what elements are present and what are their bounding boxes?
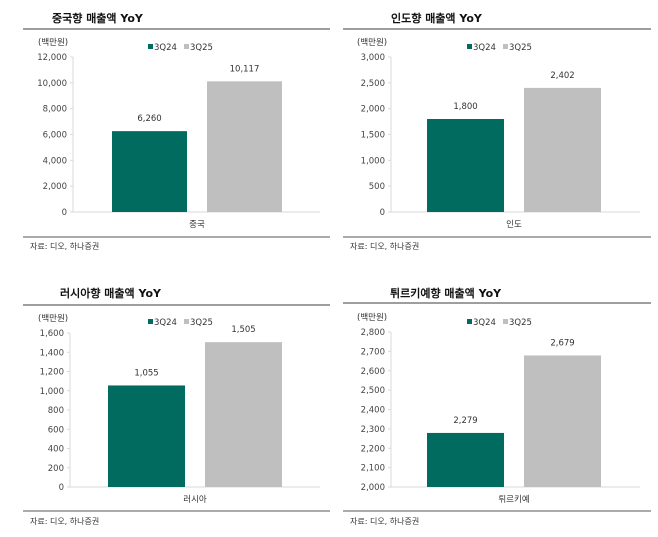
legend-label: 3Q25 bbox=[509, 318, 532, 328]
bar-3Q24 bbox=[112, 131, 187, 212]
unit-label: (백만원) bbox=[357, 312, 387, 323]
y-tick-label: 2,400 bbox=[361, 406, 385, 416]
bar-3Q25 bbox=[207, 81, 282, 212]
legend-swatch bbox=[184, 319, 189, 324]
y-tick-label: 600 bbox=[48, 425, 64, 435]
source-note: 자료: 디오, 하나증권 bbox=[350, 241, 419, 251]
source-note: 자료: 디오, 하나증권 bbox=[30, 241, 99, 251]
data-label: 2,679 bbox=[550, 338, 574, 348]
legend-label: 3Q24 bbox=[473, 318, 496, 328]
unit-label: (백만원) bbox=[38, 313, 68, 324]
legend-swatch bbox=[467, 44, 472, 49]
y-tick-label: 6,000 bbox=[43, 131, 67, 141]
legend-label: 3Q25 bbox=[509, 43, 532, 53]
y-tick-label: 2,700 bbox=[361, 347, 385, 357]
legend-label: 3Q24 bbox=[473, 43, 496, 53]
category-label: 인도 bbox=[506, 219, 522, 230]
data-label: 1,800 bbox=[453, 102, 477, 112]
y-tick-label: 4,000 bbox=[43, 156, 67, 166]
data-label: 1,505 bbox=[231, 325, 255, 335]
bar-3Q25 bbox=[205, 342, 282, 487]
legend-label: 3Q25 bbox=[190, 43, 213, 53]
y-tick-label: 0 bbox=[59, 483, 64, 493]
chart-title: 인도향 매출액 YoY bbox=[391, 11, 483, 25]
y-tick-label: 2,500 bbox=[361, 79, 385, 89]
y-tick-label: 2,600 bbox=[361, 367, 385, 377]
y-tick-label: 0 bbox=[380, 208, 385, 218]
y-tick-label: 12,000 bbox=[37, 53, 67, 63]
y-tick-label: 0 bbox=[62, 208, 67, 218]
chart-title: 중국향 매출액 YoY bbox=[52, 11, 144, 25]
legend-swatch bbox=[467, 319, 472, 324]
category-label: 중국 bbox=[189, 220, 205, 230]
y-tick-label: 1,400 bbox=[40, 348, 64, 358]
data-label: 2,279 bbox=[453, 416, 477, 426]
y-tick-label: 2,000 bbox=[361, 105, 385, 115]
y-tick-label: 2,100 bbox=[361, 464, 385, 474]
y-tick-label: 2,000 bbox=[43, 182, 67, 192]
category-label: 러시아 bbox=[183, 494, 207, 505]
legend-label: 3Q24 bbox=[154, 318, 177, 328]
y-tick-label: 1,500 bbox=[361, 131, 385, 141]
y-tick-label: 1,200 bbox=[40, 368, 64, 378]
data-label: 2,402 bbox=[550, 71, 574, 81]
unit-label: (백만원) bbox=[38, 37, 68, 48]
bar-3Q24 bbox=[427, 119, 504, 212]
bar-3Q25 bbox=[524, 355, 601, 487]
bar-3Q24 bbox=[108, 385, 185, 487]
y-tick-label: 2,300 bbox=[361, 425, 385, 435]
y-tick-label: 1,000 bbox=[361, 156, 385, 166]
chart-title: 튀르키예향 매출액 YoY bbox=[390, 286, 502, 300]
y-tick-label: 2,800 bbox=[361, 328, 385, 338]
y-tick-label: 800 bbox=[48, 406, 64, 416]
y-tick-label: 2,200 bbox=[361, 444, 385, 454]
y-tick-label: 2,500 bbox=[361, 386, 385, 396]
legend-swatch bbox=[503, 44, 508, 49]
unit-label: (백만원) bbox=[357, 37, 387, 48]
y-tick-label: 8,000 bbox=[43, 105, 67, 115]
source-note: 자료: 디오, 하나증권 bbox=[30, 516, 99, 526]
y-tick-label: 1,600 bbox=[40, 329, 64, 339]
y-tick-label: 3,000 bbox=[361, 53, 385, 63]
legend-label: 3Q24 bbox=[154, 43, 177, 53]
legend-swatch bbox=[184, 44, 189, 49]
category-label: 튀르키예 bbox=[498, 494, 529, 505]
y-tick-label: 1,000 bbox=[40, 387, 64, 397]
data-label: 1,055 bbox=[134, 368, 158, 378]
data-label: 6,260 bbox=[137, 114, 161, 124]
legend-swatch bbox=[148, 319, 153, 324]
data-label: 10,117 bbox=[230, 64, 260, 74]
source-note: 자료: 디오, 하나증권 bbox=[350, 516, 419, 526]
y-tick-label: 400 bbox=[48, 445, 64, 455]
y-tick-label: 2,000 bbox=[361, 483, 385, 493]
bar-3Q24 bbox=[427, 432, 504, 487]
bar-3Q25 bbox=[524, 87, 601, 212]
y-tick-label: 500 bbox=[369, 182, 385, 192]
legend-swatch bbox=[503, 319, 508, 324]
y-tick-label: 10,000 bbox=[37, 79, 67, 89]
legend-label: 3Q25 bbox=[190, 318, 213, 328]
y-tick-label: 200 bbox=[48, 464, 64, 474]
chart-title: 러시아향 매출액 YoY bbox=[60, 286, 162, 300]
legend-swatch bbox=[148, 44, 153, 49]
